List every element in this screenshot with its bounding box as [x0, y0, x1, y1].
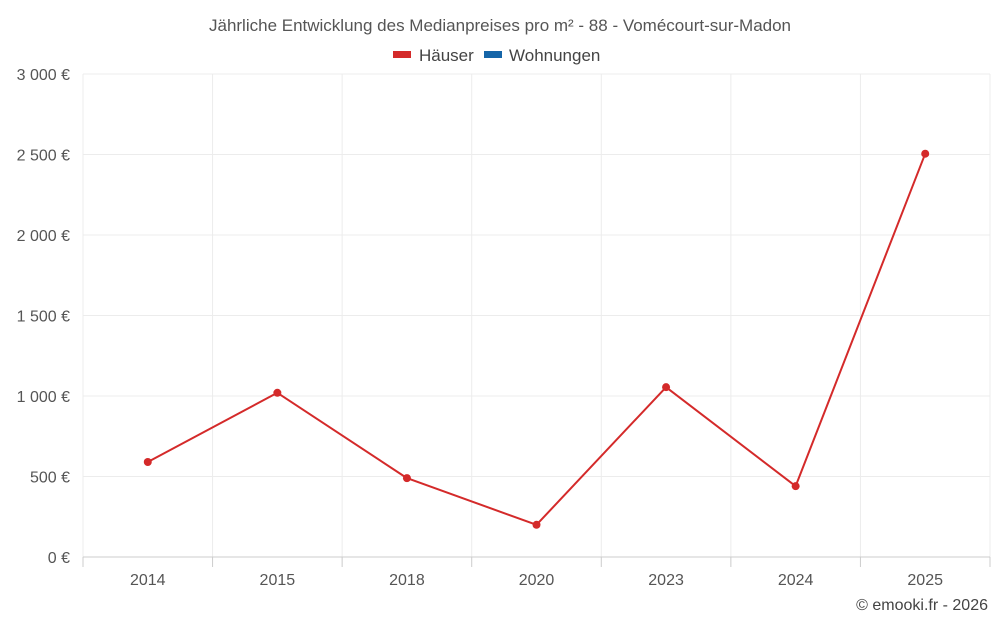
x-tick-label: 2024 — [778, 572, 814, 589]
y-axis-labels: 0 € 500 € 1 000 € 1 500 € 2 000 € 2 500 € 3 00… — [17, 67, 70, 567]
legend-label-haeuser[interactable]: Häuser — [419, 46, 474, 65]
chart-title: Jährliche Entwicklung des Medianpreises … — [209, 16, 791, 35]
y-tick-label: 2 500 € — [17, 148, 70, 165]
y-tick-label: 1 000 € — [17, 389, 70, 406]
x-tick-label: 2025 — [907, 572, 943, 589]
legend: Häuser Wohnungen — [393, 46, 600, 65]
data-point[interactable] — [532, 520, 541, 529]
y-tick-label: 0 € — [48, 550, 70, 567]
y-tick-label: 500 € — [30, 470, 70, 487]
legend-swatch-wohnungen — [484, 51, 502, 58]
data-point[interactable] — [402, 474, 411, 483]
x-axis-labels: 2014 2015 2018 2020 2023 2024 2025 — [130, 572, 943, 589]
x-tick-label: 2023 — [648, 572, 684, 589]
gridlines — [82, 73, 991, 567]
data-point[interactable] — [662, 383, 671, 392]
x-tick-label: 2020 — [519, 572, 555, 589]
data-point[interactable] — [791, 482, 800, 491]
credit-text: © emooki.fr - 2026 — [856, 597, 988, 614]
legend-swatch-haeuser — [393, 51, 411, 58]
y-tick-label: 3 000 € — [17, 67, 70, 84]
data-point[interactable] — [273, 388, 282, 397]
data-point[interactable] — [143, 458, 152, 467]
data-point[interactable] — [921, 149, 930, 158]
y-tick-label: 2 000 € — [17, 228, 70, 245]
x-tick-label: 2014 — [130, 572, 166, 589]
x-tick-label: 2015 — [260, 572, 296, 589]
y-tick-label: 1 500 € — [17, 309, 70, 326]
legend-label-wohnungen[interactable]: Wohnungen — [509, 46, 600, 65]
x-tick-label: 2018 — [389, 572, 425, 589]
series-layer — [143, 149, 930, 529]
series-line-0 — [147, 153, 927, 526]
